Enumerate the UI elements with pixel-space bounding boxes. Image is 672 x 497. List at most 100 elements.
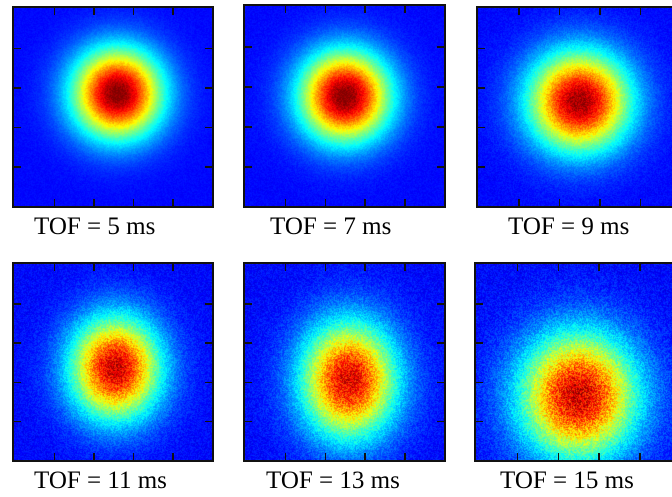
tick-mark [172, 8, 174, 15]
tick-mark [245, 303, 252, 305]
tick-mark [14, 420, 21, 423]
tick-mark [437, 86, 444, 88]
panel-label-tof-13ms: TOF = 13 ms [266, 467, 400, 494]
tick-mark [437, 126, 444, 128]
tick-mark [324, 264, 327, 271]
panel-label-tof-7ms: TOF = 7 ms [270, 213, 392, 240]
tick-mark [245, 420, 252, 423]
tick-mark [284, 264, 287, 271]
tick-mark [53, 453, 56, 460]
tick-mark [205, 303, 212, 305]
tick-mark [404, 6, 406, 13]
absorption-image-tof-9ms [476, 6, 672, 208]
tick-mark [53, 264, 56, 271]
tick-mark [599, 8, 601, 15]
tick-mark [132, 453, 135, 460]
tick-mark [245, 86, 252, 88]
tick-mark [364, 6, 366, 13]
tick-mark [478, 166, 485, 168]
panel-label-tof-9ms: TOF = 9 ms [508, 213, 630, 240]
tick-mark [598, 264, 600, 271]
tick-mark [558, 8, 561, 15]
tick-mark [478, 126, 485, 129]
tick-mark [639, 453, 641, 460]
tick-mark [205, 87, 212, 89]
tick-mark [245, 381, 252, 384]
tick-mark [516, 453, 519, 460]
tick-mark [558, 199, 561, 206]
tick-mark [404, 264, 406, 271]
tick-mark [437, 303, 444, 305]
tick-mark [437, 381, 444, 384]
tick-mark [516, 264, 519, 271]
tick-mark [205, 342, 212, 344]
tick-mark [172, 453, 174, 460]
tick-mark [437, 342, 444, 344]
tick-mark [437, 166, 444, 168]
tick-mark [93, 264, 95, 271]
tick-mark [245, 46, 252, 48]
absorption-image-tof-15ms [474, 262, 672, 462]
tick-mark [518, 8, 520, 15]
tick-mark [132, 8, 135, 15]
absorption-image-tof-11ms [12, 262, 214, 462]
tick-mark [476, 381, 483, 384]
tick-mark [599, 199, 601, 206]
tick-mark [14, 47, 21, 50]
tick-mark [476, 303, 483, 305]
tick-mark [639, 8, 642, 15]
tick-mark [598, 453, 600, 460]
tick-mark [364, 199, 366, 206]
tick-mark [14, 342, 21, 344]
tick-mark [476, 342, 483, 344]
tick-mark [205, 166, 212, 168]
tick-mark [245, 126, 252, 128]
tick-mark [205, 381, 212, 384]
absorption-image-tof-7ms [243, 4, 446, 208]
tick-mark [324, 453, 327, 460]
tick-mark [639, 264, 641, 271]
tick-mark [557, 264, 560, 271]
tick-mark [14, 87, 21, 89]
tick-mark [53, 199, 56, 206]
tick-mark [245, 342, 252, 344]
tick-mark [93, 453, 95, 460]
tick-mark [324, 199, 327, 206]
tick-mark [93, 199, 95, 206]
panel-label-tof-11ms: TOF = 11 ms [34, 467, 167, 494]
tick-mark [245, 166, 252, 168]
tick-mark [284, 6, 287, 13]
tick-mark [172, 199, 174, 206]
tick-mark [639, 199, 642, 206]
tick-mark [364, 453, 366, 460]
tick-mark [284, 199, 287, 206]
tick-mark [14, 166, 21, 168]
tick-mark [53, 8, 56, 15]
absorption-image-tof-13ms [243, 262, 446, 462]
tick-mark [557, 453, 560, 460]
tick-mark [404, 453, 406, 460]
tick-mark [14, 303, 21, 305]
tick-mark [324, 6, 327, 13]
tick-mark [132, 264, 135, 271]
tick-mark [93, 8, 95, 15]
tick-mark [404, 199, 406, 206]
tick-mark [478, 87, 485, 89]
tick-mark [172, 264, 174, 271]
tick-mark [478, 47, 485, 50]
tick-mark [205, 47, 212, 50]
panel-label-tof-5ms: TOF = 5 ms [34, 213, 156, 240]
tick-mark [205, 420, 212, 423]
tick-mark [205, 126, 212, 129]
tick-mark [437, 420, 444, 423]
tick-mark [364, 264, 366, 271]
tick-mark [284, 453, 287, 460]
tick-mark [14, 381, 21, 384]
panel-label-tof-15ms: TOF = 15 ms [500, 467, 634, 494]
tick-mark [132, 199, 135, 206]
tick-mark [518, 199, 520, 206]
tick-mark [476, 420, 483, 423]
absorption-image-tof-5ms [12, 6, 214, 208]
tick-mark [14, 126, 21, 129]
